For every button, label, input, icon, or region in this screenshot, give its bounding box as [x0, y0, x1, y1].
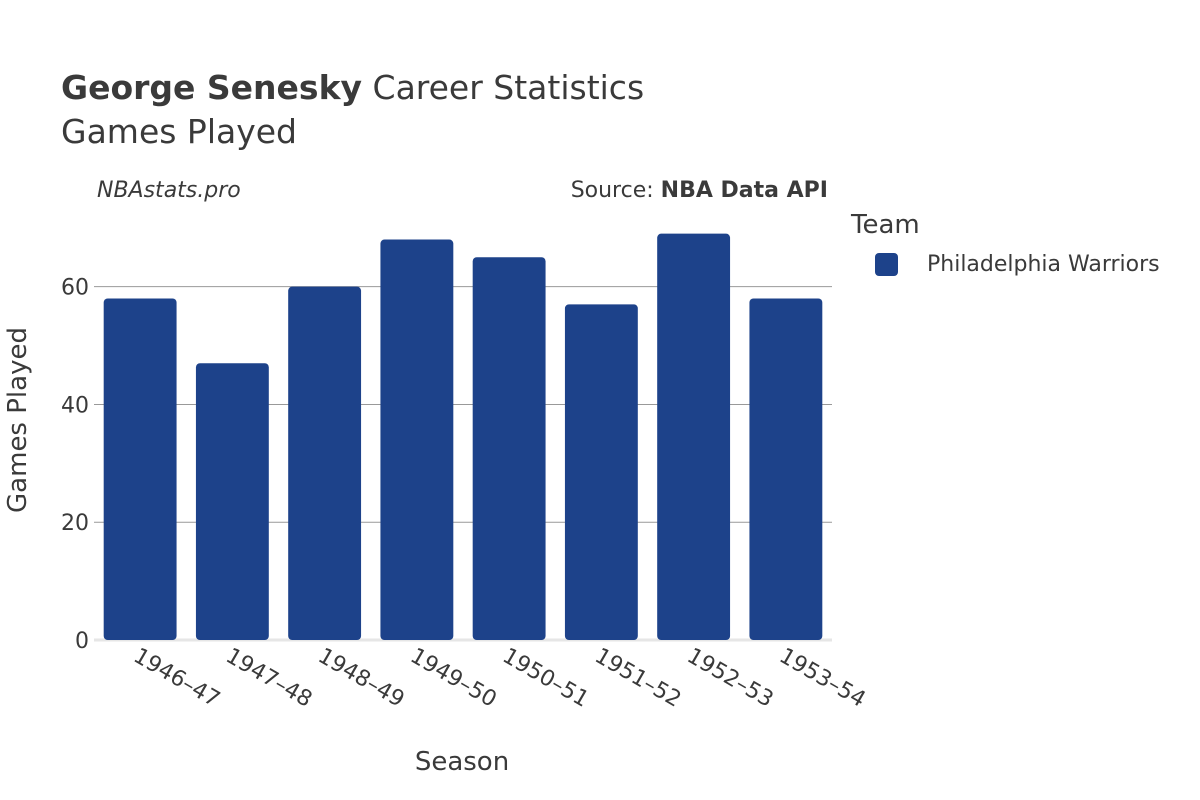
player-name: George Senesky — [61, 68, 363, 107]
chart-title: George Senesky Career Statistics — [61, 66, 644, 110]
title-rest: Career Statistics — [362, 68, 645, 107]
bar-1948–49[interactable] — [288, 286, 362, 640]
x-tick-label: 1951–52 — [590, 644, 685, 713]
source-name: NBA Data API — [660, 178, 828, 203]
bar-1952–53[interactable] — [657, 233, 731, 640]
x-tick-label: 1946–47 — [129, 644, 224, 713]
x-tick-label: 1948–49 — [314, 644, 409, 713]
source-prefix: Source: — [570, 178, 661, 203]
watermark: NBAstats.pro — [97, 178, 241, 203]
chart-title-block: George Senesky Career Statistics Games P… — [61, 66, 644, 154]
x-tick-label: 1947–48 — [221, 644, 316, 713]
y-tick-labels: 0 20 40 60 — [61, 276, 89, 654]
x-tick-label: 1953–54 — [775, 644, 870, 713]
y-tick-label: 20 — [61, 511, 89, 536]
x-axis-title: Season — [415, 747, 509, 777]
legend-swatch — [875, 253, 898, 276]
bar-1950–51[interactable] — [472, 257, 546, 640]
y-tick-label: 60 — [61, 276, 89, 301]
source-credit: Source: NBA Data API — [571, 178, 828, 203]
x-tick-label: 1950–51 — [498, 644, 593, 713]
legend-item-philadelphia-warriors[interactable]: Philadelphia Warriors — [875, 252, 1160, 277]
x-tick-label: 1949–50 — [406, 644, 501, 713]
legend: Team Philadelphia Warriors — [851, 210, 1160, 277]
bar-1953–54[interactable] — [749, 298, 823, 640]
y-tick-label: 0 — [75, 629, 89, 654]
chart-subtitle: Games Played — [61, 112, 297, 151]
y-axis-title: Games Played — [3, 327, 33, 513]
legend-label: Philadelphia Warriors — [927, 252, 1160, 277]
y-tick-label: 40 — [61, 393, 89, 418]
bars — [103, 233, 823, 641]
bar-1947–48[interactable] — [195, 363, 269, 640]
bar-1949–50[interactable] — [380, 239, 454, 641]
legend-title: Team — [851, 210, 920, 240]
bar-1951–52[interactable] — [564, 304, 638, 640]
x-tick-label: 1952–53 — [683, 644, 778, 713]
x-tick-labels: 1946–471947–481948–491949–501950–511951–… — [129, 644, 870, 713]
bar-1946–47[interactable] — [103, 298, 177, 640]
